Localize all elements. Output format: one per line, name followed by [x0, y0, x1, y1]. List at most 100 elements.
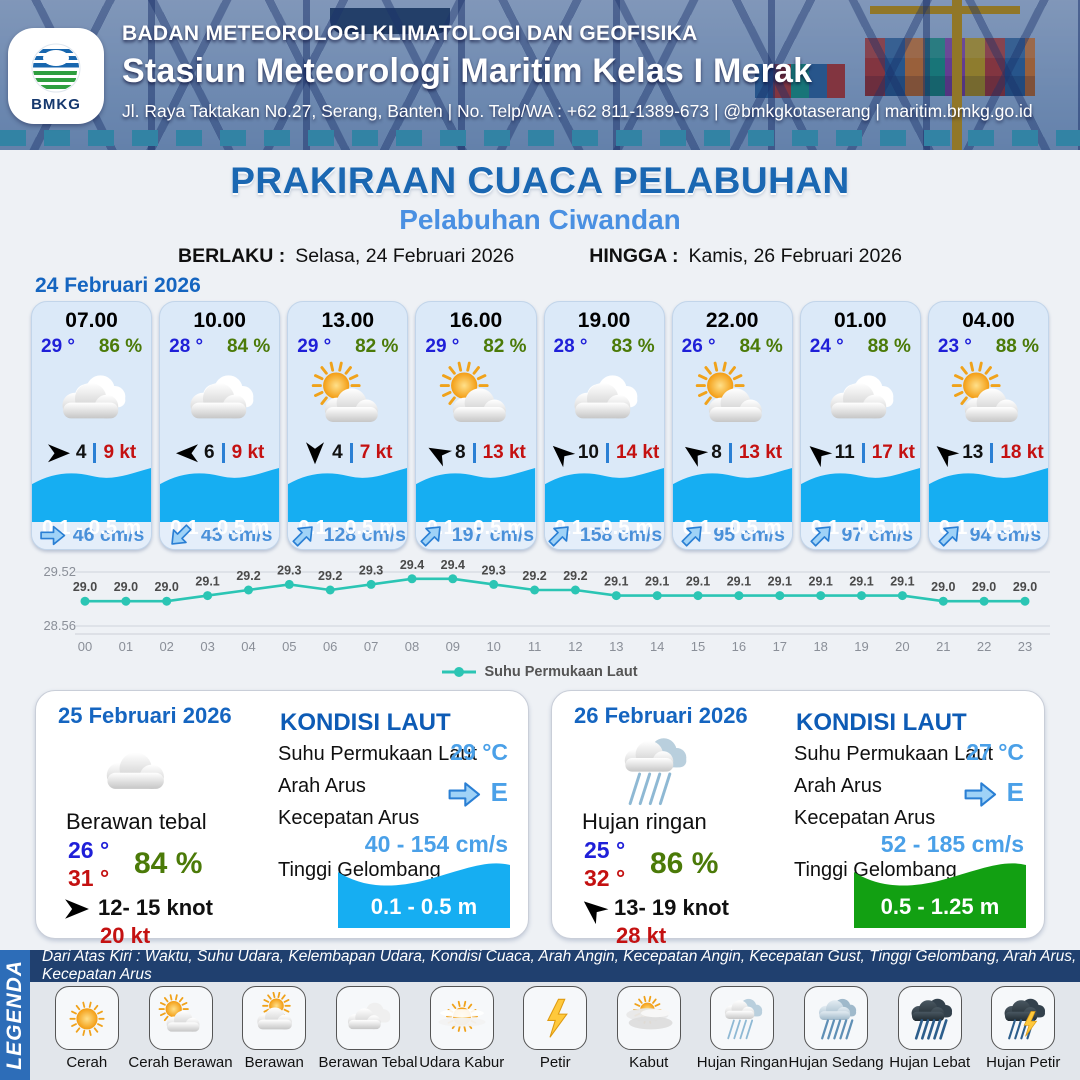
day-summary-card: 26 Februari 2026 Hujan ringan 25 ° 32 ° …: [551, 690, 1045, 948]
wave-height-value: 0.1 - 0.5 m: [370, 894, 478, 919]
wind-direction-icon: [580, 895, 609, 925]
svg-text:29.1: 29.1: [686, 575, 710, 589]
wave-height: 0.1 - 0.5 m: [41, 516, 142, 539]
wind-direction-icon: [47, 442, 71, 464]
validity-line: BERLAKU : Selasa, 24 Februari 2026 HINGG…: [0, 245, 1080, 268]
wave-height: 0.1 - 0.5 m: [554, 516, 654, 539]
svg-text:29.0: 29.0: [155, 580, 179, 594]
current-direction-label: Arah Arus: [278, 775, 366, 797]
svg-text:29.0: 29.0: [114, 580, 138, 594]
legend-item-label: Hujan Petir: [986, 1054, 1061, 1071]
current-row: 97 cm/s: [800, 522, 920, 549]
svg-text:29.1: 29.1: [645, 575, 669, 589]
legend-item: Hujan Petir: [977, 986, 1071, 1080]
header-banner: BMKG BADAN METEOROLOGI KLIMATOLOGI DAN G…: [0, 0, 1080, 150]
forecast-card: 07.00 29 ° 86 % 4 9 kt 0.1 - 0.5 m 46 cm…: [31, 301, 153, 550]
bmkg-logo-text: BMKG: [31, 95, 81, 113]
clouds-icon: [336, 986, 400, 1050]
gust-speed: 14 kt: [615, 442, 660, 463]
wave-height: 0.1 - 0.5 m: [938, 516, 1038, 539]
legend-item-label: Berawan Tebal: [318, 1054, 418, 1071]
current-row: 197 cm/s: [416, 522, 536, 549]
cloud-sun-icon: [242, 986, 307, 1050]
current-direction-icon: [546, 524, 573, 547]
overlay-tint: [0, 0, 1080, 150]
divider: [990, 443, 994, 463]
svg-text:11: 11: [528, 639, 542, 654]
legenda-bar: LEGENDA: [0, 950, 30, 1080]
header-text: BADAN METEOROLOGI KLIMATOLOGI DAN GEOFIS…: [122, 22, 1033, 122]
temp-humidity-row: 23 ° 88 %: [929, 336, 1048, 358]
svg-text:29.1: 29.1: [768, 575, 792, 589]
divider: [605, 443, 609, 463]
forecast-card: 01.00 24 ° 88 % 11 17 kt 0.1 - 0.5 m 97 …: [799, 301, 921, 550]
wind-row: 6 9 kt: [160, 442, 279, 464]
current-speed-label: Kecepatan Arus: [278, 807, 420, 829]
svg-text:29.2: 29.2: [236, 569, 260, 583]
svg-text:29.0: 29.0: [931, 580, 955, 594]
wind-row: 8 13 kt: [416, 442, 535, 467]
current-direction-icon: [167, 524, 194, 547]
svg-text:15: 15: [691, 639, 705, 654]
wind-row: 12- 15 knot: [64, 895, 213, 921]
wind-direction-icon: [303, 441, 327, 464]
current-speed: 128 cm/s: [323, 524, 407, 547]
humidity: 82 %: [355, 336, 399, 357]
wind-range: 13- 19 knot: [614, 895, 729, 920]
current-row: 95 cm/s: [672, 522, 792, 549]
current-speed: 97 cm/s: [841, 524, 914, 547]
legend-item-label: Hujan Lebat: [889, 1054, 971, 1071]
svg-text:29.1: 29.1: [727, 575, 751, 589]
humidity: 84 %: [739, 336, 783, 357]
sst-chart-block: 29.52 28.56 29.0 00 29.0 01 29.0 02 29.1…: [0, 554, 1080, 682]
svg-text:08: 08: [405, 639, 419, 654]
rain-medium-icon: [804, 986, 868, 1050]
wind-row: 8 13 kt: [673, 442, 792, 467]
legend-item: Hujan Lebat: [883, 986, 977, 1080]
air-temperature: 29 °: [425, 336, 460, 357]
humidity: 88 %: [867, 336, 911, 357]
current-direction-icon: [418, 524, 445, 547]
weather-icon: [160, 358, 279, 442]
svg-text:29.0: 29.0: [73, 580, 97, 594]
gust-speed: 9 kt: [103, 442, 137, 463]
wind-row: 4 9 kt: [32, 442, 151, 464]
current-speed: 95 cm/s: [713, 524, 785, 547]
wind-speed: 4: [332, 442, 343, 463]
current-speed: 158 cm/s: [579, 524, 663, 547]
legend-item: Berawan: [228, 986, 322, 1080]
svg-text:06: 06: [323, 639, 337, 654]
wave-height-value: 0.5 - 1.25 m: [880, 894, 1000, 919]
svg-text:17: 17: [773, 639, 787, 654]
wind-direction-icon: [682, 442, 709, 467]
wave-height-box: 0.5 - 1.25 m: [854, 856, 1026, 928]
svg-text:29.2: 29.2: [563, 569, 587, 583]
forecast-time: 01.00: [834, 309, 887, 332]
day-summary-cards: 25 Februari 2026 Berawan tebal 26 ° 31 °…: [35, 690, 1045, 948]
sst-chart: 29.52 28.56 29.0 00 29.0 01 29.0 02 29.1…: [43, 558, 1050, 654]
current-speed: 94 cm/s: [969, 524, 1042, 547]
day-summary-card: 25 Februari 2026 Berawan tebal 26 ° 31 °…: [35, 690, 529, 948]
sst-value: 29 °C: [450, 739, 508, 765]
port-name: Pelabuhan Ciwandan: [399, 204, 681, 235]
humidity: 88 %: [995, 336, 1039, 357]
legend-item: Cerah Berawan: [128, 986, 233, 1080]
current-row: 94 cm/s: [928, 522, 1048, 549]
svg-text:29.52: 29.52: [43, 564, 76, 579]
current-row: 46 cm/s: [32, 522, 152, 549]
forecast-card: 16.00 29 ° 82 % 8 13 kt 0.1 - 0.5 m 197 …: [415, 301, 537, 550]
chart-legend: Suhu Permukaan Laut: [0, 664, 1080, 680]
humidity: 84 %: [134, 847, 203, 880]
hingga-value: Kamis, 26 Februari 2026: [688, 245, 902, 267]
weather-icon: [929, 358, 1048, 442]
wind-row: 10 14 kt: [545, 442, 664, 468]
svg-text:16: 16: [732, 639, 746, 654]
divider: [349, 443, 353, 463]
forecast-time: 22.00: [705, 309, 759, 332]
sea-conditions: KONDISI LAUT Suhu Permukaan Laut 29 °C A…: [268, 691, 514, 938]
current-direction-icon: [447, 777, 481, 809]
current-row: 158 cm/s: [544, 522, 664, 549]
page-title: PRAKIRAAN CUACA PELABUHAN: [230, 160, 850, 201]
svg-text:03: 03: [200, 639, 214, 654]
wind-speed: 8: [711, 442, 722, 463]
